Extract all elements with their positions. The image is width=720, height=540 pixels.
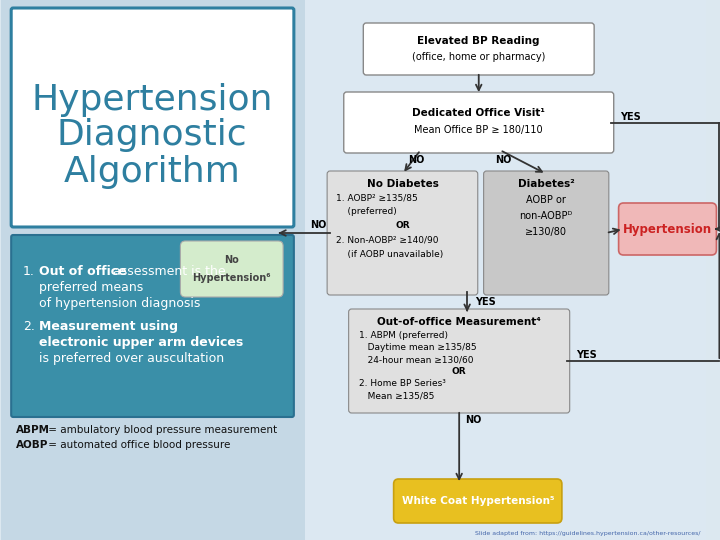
Text: ABPM: ABPM [16,425,50,435]
Text: preferred means: preferred means [39,281,143,294]
FancyBboxPatch shape [618,203,716,255]
Text: Out of office: Out of office [39,265,126,278]
FancyBboxPatch shape [348,309,570,413]
Text: of hypertension diagnosis: of hypertension diagnosis [39,297,200,310]
Text: ≥130/80: ≥130/80 [525,227,567,237]
Text: (preferred): (preferred) [336,207,397,217]
Text: Mean ≥135/85: Mean ≥135/85 [359,392,435,401]
Text: = ambulatory blood pressure measurement: = ambulatory blood pressure measurement [45,425,277,435]
Text: (office, home or pharmacy): (office, home or pharmacy) [412,52,546,62]
Text: = automated office blood pressure: = automated office blood pressure [45,440,231,450]
Text: Daytime mean ≥135/85: Daytime mean ≥135/85 [359,343,477,353]
Text: No Diabetes: No Diabetes [366,179,438,189]
FancyBboxPatch shape [181,241,283,297]
Text: Elevated BP Reading: Elevated BP Reading [418,36,540,46]
Text: NO: NO [495,155,512,165]
Text: Hypertension: Hypertension [31,83,273,117]
Text: OR: OR [452,368,467,376]
FancyBboxPatch shape [484,171,609,295]
Text: Hypertension⁶: Hypertension⁶ [192,273,271,283]
Text: Measurement using: Measurement using [39,320,178,333]
Text: AOBP or: AOBP or [526,195,566,205]
Text: Slide adapted from: https://guidelines.hypertension.ca/other-resources/: Slide adapted from: https://guidelines.h… [475,531,701,536]
Text: NO: NO [310,220,326,230]
Text: 2. Home BP Series³: 2. Home BP Series³ [359,380,446,388]
FancyBboxPatch shape [364,23,594,75]
Text: Mean Office BP ≥ 180/110: Mean Office BP ≥ 180/110 [415,125,543,136]
Text: 1. ABPM (preferred): 1. ABPM (preferred) [359,332,449,341]
Text: non-AOBPᴰ: non-AOBPᴰ [520,211,573,221]
Text: 24-hour mean ≥130/60: 24-hour mean ≥130/60 [359,355,474,364]
Text: Diagnostic: Diagnostic [57,118,248,152]
Text: Hypertension: Hypertension [623,222,712,235]
FancyBboxPatch shape [12,235,294,417]
FancyBboxPatch shape [327,171,478,295]
Text: electronic upper arm devices: electronic upper arm devices [39,336,243,349]
Text: Out-of-office Measurement⁴: Out-of-office Measurement⁴ [377,317,541,327]
Text: YES: YES [621,111,642,122]
FancyBboxPatch shape [394,479,562,523]
FancyBboxPatch shape [305,0,706,540]
Text: 1.: 1. [23,265,35,278]
Text: assessment is the: assessment is the [109,265,225,278]
Text: 1. AOBP² ≥135/85: 1. AOBP² ≥135/85 [336,193,418,202]
Text: is preferred over auscultation: is preferred over auscultation [39,352,224,365]
Text: OR: OR [395,221,410,231]
FancyBboxPatch shape [1,0,305,540]
Text: 2.: 2. [23,320,35,333]
Text: NO: NO [465,415,482,425]
Text: Algorithm: Algorithm [63,155,240,189]
Text: No: No [225,255,239,265]
Text: AOBP: AOBP [16,440,48,450]
Text: 2. Non-AOBP² ≥140/90: 2. Non-AOBP² ≥140/90 [336,235,438,245]
Text: YES: YES [577,350,598,360]
Text: YES: YES [475,297,495,307]
Text: Diabetes²: Diabetes² [518,179,575,189]
FancyBboxPatch shape [343,92,613,153]
FancyBboxPatch shape [12,8,294,227]
Text: (if AOBP unavailable): (if AOBP unavailable) [336,249,444,259]
Text: White Coat Hypertension⁵: White Coat Hypertension⁵ [402,496,554,506]
Text: NO: NO [408,155,425,165]
Text: Dedicated Office Visit¹: Dedicated Office Visit¹ [413,107,545,118]
